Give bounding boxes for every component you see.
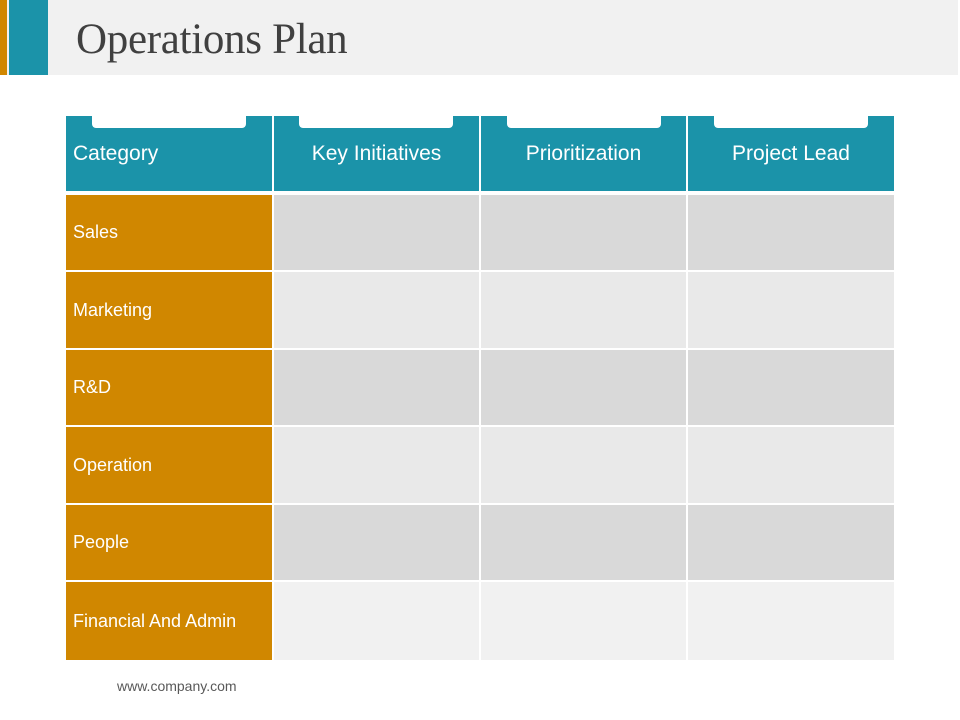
category-cell-financial-admin: Financial And Admin <box>66 582 272 660</box>
header-tab <box>299 116 453 128</box>
header-tab <box>92 116 246 128</box>
table-cell <box>274 272 479 348</box>
header-tab <box>507 116 661 128</box>
header-tab <box>714 116 868 128</box>
page-title: Operations Plan <box>76 16 348 63</box>
category-cell-rnd: R&D <box>66 350 272 425</box>
header-label: Project Lead <box>732 141 850 165</box>
title-bar <box>0 0 958 75</box>
table-cell <box>274 350 479 425</box>
table-cell <box>274 505 479 580</box>
header-key-initiatives: Key Initiatives <box>274 116 479 191</box>
category-cell-people: People <box>66 505 272 580</box>
table-cell <box>274 582 479 660</box>
table-cell <box>274 195 479 270</box>
header-label: Category <box>73 141 159 165</box>
category-cell-marketing: Marketing <box>66 272 272 348</box>
header-label: Prioritization <box>525 141 642 165</box>
table-cell <box>481 350 686 425</box>
header-project-lead: Project Lead <box>688 116 894 191</box>
header-category: Category <box>66 116 272 191</box>
table-cell <box>688 505 894 580</box>
operations-table: Category Key Initiatives Prioritization … <box>66 116 894 660</box>
teal-accent-bar <box>9 0 48 75</box>
table-cell <box>481 195 686 270</box>
table-cell <box>274 427 479 503</box>
table-cell <box>481 582 686 660</box>
header-label: Key Initiatives <box>311 141 442 165</box>
header-prioritization: Prioritization <box>481 116 686 191</box>
table-cell <box>688 582 894 660</box>
table-cell <box>688 272 894 348</box>
footer-url: www.company.com <box>117 678 237 694</box>
category-cell-operation: Operation <box>66 427 272 503</box>
table-cell <box>481 272 686 348</box>
table-cell <box>481 427 686 503</box>
category-cell-sales: Sales <box>66 195 272 270</box>
orange-accent-bar <box>0 0 7 75</box>
table-cell <box>481 505 686 580</box>
table-cell <box>688 350 894 425</box>
table-cell <box>688 427 894 503</box>
table-cell <box>688 195 894 270</box>
